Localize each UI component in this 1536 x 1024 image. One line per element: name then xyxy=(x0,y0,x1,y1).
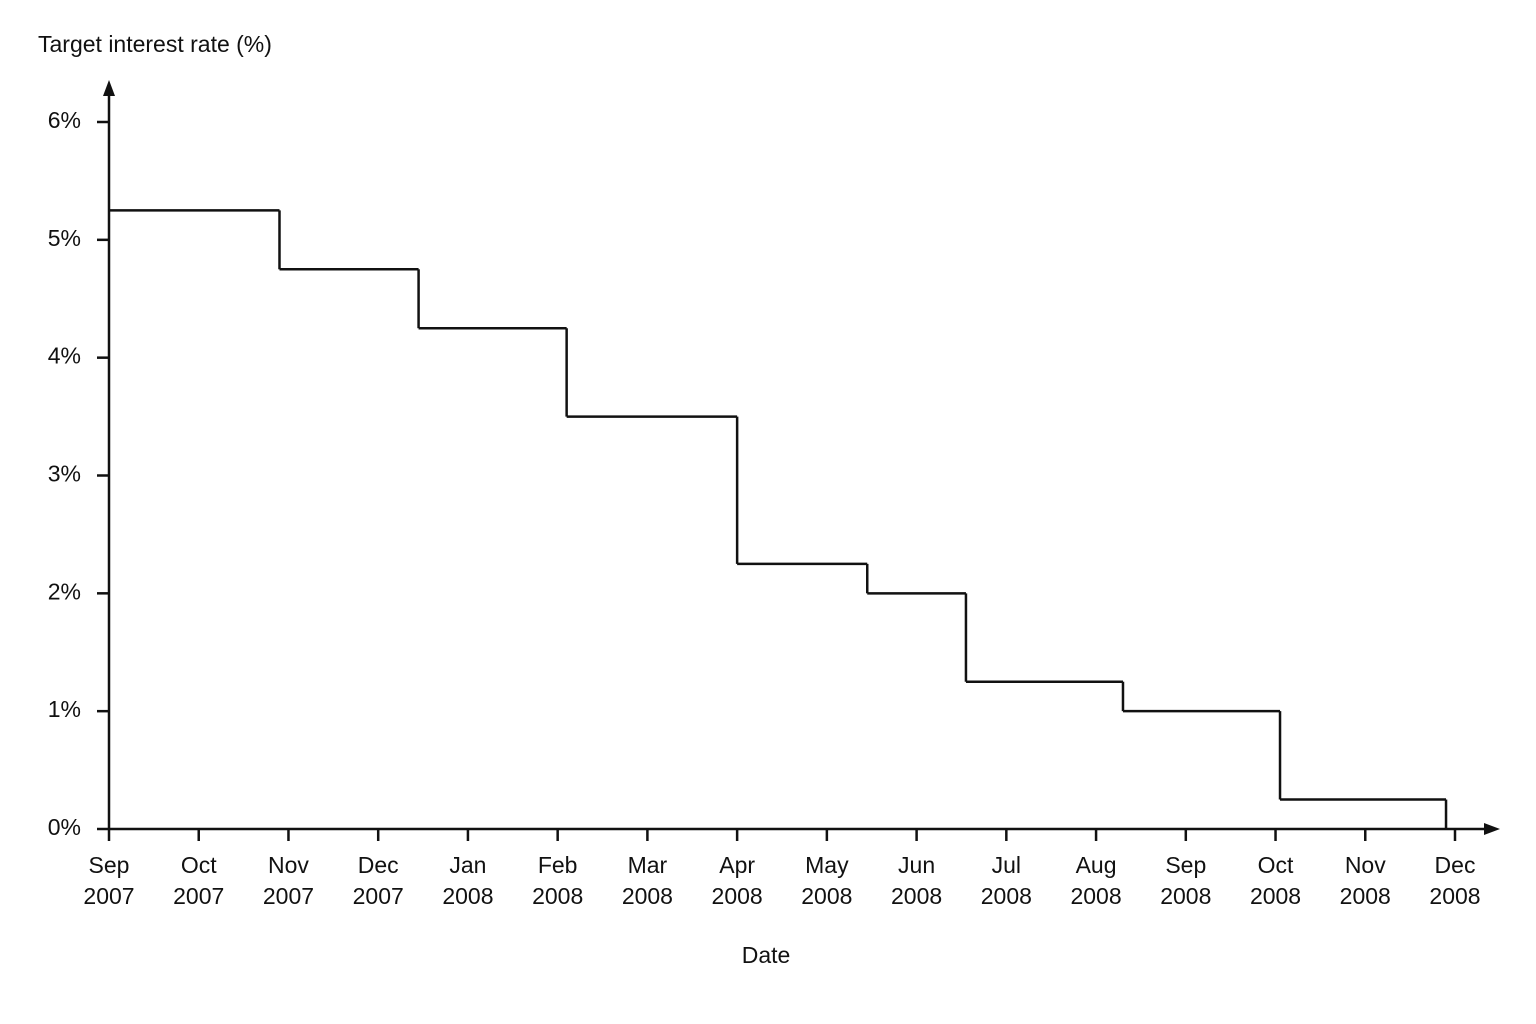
y-tick-label: 1% xyxy=(48,696,81,722)
x-tick-label: Aug 2008 xyxy=(1070,852,1121,909)
x-tick-label: Apr 2008 xyxy=(712,852,763,909)
y-tick-label: 4% xyxy=(48,343,81,369)
x-tick-label: Jan 2008 xyxy=(442,852,493,909)
x-tick-label: May 2008 xyxy=(801,852,852,909)
x-tick-label: Oct 2007 xyxy=(173,852,224,909)
x-tick-label: Jul 2008 xyxy=(981,852,1032,909)
x-tick-label: Sep 2007 xyxy=(83,852,134,909)
y-tick-label: 0% xyxy=(48,814,81,840)
x-tick-label: Mar 2008 xyxy=(622,852,673,909)
y-axis-title: Target interest rate (%) xyxy=(38,31,272,57)
x-tick-label: Nov 2007 xyxy=(263,852,314,909)
x-tick-label: Dec 2007 xyxy=(353,852,404,909)
x-tick-label: Jun 2008 xyxy=(891,852,942,909)
y-tick-label: 6% xyxy=(48,107,81,133)
y-axis-arrow xyxy=(103,80,115,96)
y-tick-label: 2% xyxy=(48,578,81,604)
y-tick-label: 3% xyxy=(48,461,81,487)
x-axis-title: Date xyxy=(742,942,791,968)
x-tick-label: Nov 2008 xyxy=(1340,852,1391,909)
y-tick-label: 5% xyxy=(48,225,81,251)
x-axis-arrow xyxy=(1484,823,1500,835)
x-tick-label: Oct 2008 xyxy=(1250,852,1301,909)
x-tick-label: Feb 2008 xyxy=(532,852,583,909)
x-tick-label: Dec 2008 xyxy=(1429,852,1480,909)
x-tick-label: Sep 2008 xyxy=(1160,852,1211,909)
